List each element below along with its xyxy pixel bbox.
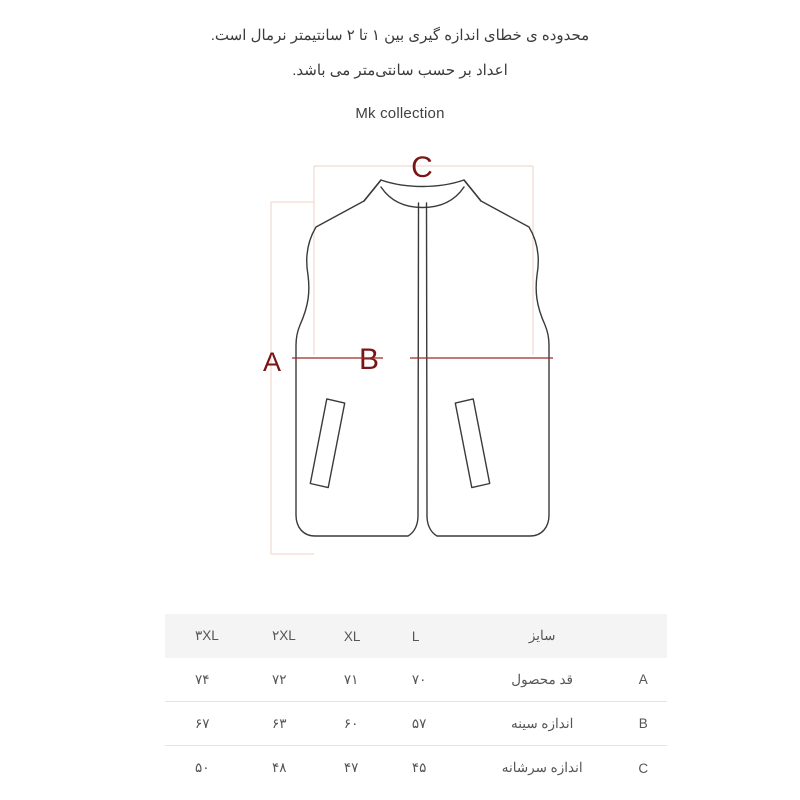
svg-text:B: B — [359, 343, 379, 376]
svg-text:C: C — [411, 151, 433, 184]
svg-text:A: A — [263, 347, 281, 377]
